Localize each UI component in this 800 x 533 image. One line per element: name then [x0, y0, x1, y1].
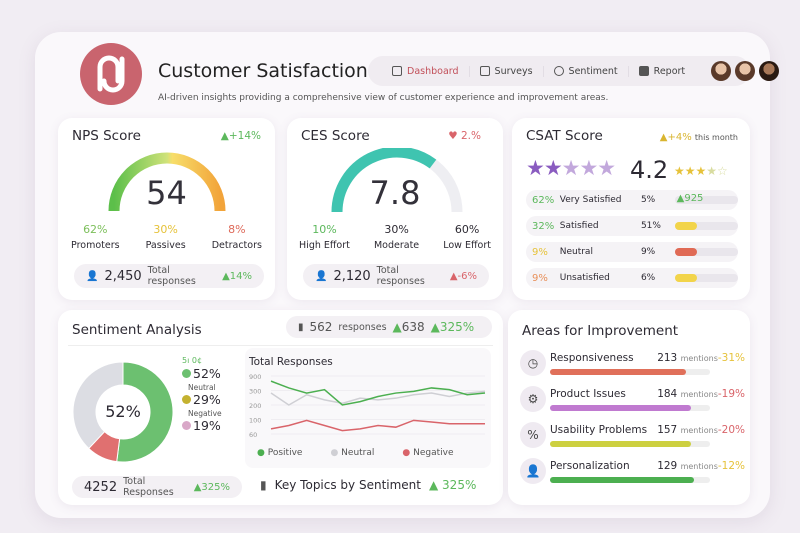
nav-surveys[interactable]: Surveys [470, 65, 544, 77]
y-tick-label: 300 [249, 388, 261, 396]
nav-dashboard[interactable]: Dashboard [382, 65, 470, 77]
series-line-negative [270, 419, 485, 432]
percent-icon: % [520, 422, 546, 448]
y-tick-label: 200 [249, 402, 261, 410]
avatar[interactable] [711, 61, 732, 81]
total-responses-pill: 4252 Total Responses ▲325% [72, 476, 242, 498]
improvement-item[interactable]: % Usability Problems 157 mentions-20% [520, 422, 745, 456]
clock-icon: ◷ [520, 350, 546, 376]
small-stars-icon: ★★★★☆ [674, 164, 728, 178]
chart-legend-item: ● Negative [402, 448, 454, 458]
avatar[interactable] [735, 61, 756, 81]
legend-header: 5ı 0¢ [182, 356, 203, 365]
improvement-item[interactable]: 👤 Personalization 129 mentions-12% [520, 458, 745, 492]
donut-center-value: 52% [105, 402, 141, 421]
csat-bar: ▲925 [674, 193, 739, 204]
areas-title: Areas for Improvement [522, 323, 679, 339]
top-nav: Dashboard Surveys Sentiment Report [368, 56, 780, 86]
ces-title: CES Score [301, 128, 370, 144]
improvement-item[interactable]: ⚙ Product Issues 184 mentions-19% [520, 386, 745, 420]
avatar[interactable] [759, 61, 780, 81]
improvement-item[interactable]: ◷ Responsiveness 213 mentions-31% [520, 350, 745, 384]
line-chart: 60 100 200 300 900 [249, 373, 486, 439]
legend-item: 29% [182, 392, 222, 407]
ces-total: 👤 2,120 Total responses ▲-6% [303, 264, 489, 288]
csat-row: 9% Unsatisfied 6% [526, 268, 739, 288]
sentiment-donut [72, 361, 174, 463]
ces-card: CES Score ♥ 2.% 7.8 10% High Effort 30% Mo… [287, 118, 503, 300]
nps-title: NPS Score [72, 128, 141, 144]
dashboard-icon [392, 66, 402, 76]
page-title: Customer Satisfaction [158, 60, 368, 82]
areas-card: Areas for Improvement ◷ Responsiveness 2… [508, 310, 750, 505]
nps-card: NPS Score ▲+14% 54 62% Promoters 30% Passi… [58, 118, 275, 300]
nps-gauge [108, 152, 226, 212]
ces-change: ♥ 2.% [448, 130, 481, 142]
responses-summary: ▮ 562 responses ▲638 ▲325% [286, 316, 492, 338]
csat-score: 4.2 [630, 156, 669, 184]
download-icon [638, 66, 649, 76]
nav-report[interactable]: Report [629, 66, 696, 77]
csat-row: 62% Very Satisfied 5% ▲925 [526, 190, 739, 210]
y-tick-label: 60 [249, 431, 257, 439]
user-icon: 👤 [315, 270, 328, 282]
legend-label: Negative [188, 409, 222, 418]
series-line-neutral [270, 390, 486, 406]
csat-row: 32% Satisfied 51% [526, 216, 739, 236]
chart-legend-item: ● Neutral [330, 448, 375, 458]
user-icon: 👤 [520, 458, 546, 484]
csat-title: CSAT Score [526, 128, 603, 144]
series-line-positive [270, 380, 486, 406]
nps-change: ▲+14% [220, 130, 261, 142]
improvement-bar [550, 441, 710, 447]
user-icon: 👤 [86, 270, 99, 282]
bar-chart-icon: ▮ [298, 321, 304, 333]
surveys-icon [479, 66, 490, 76]
improvement-bar [550, 477, 710, 483]
page-subtitle: AI-driven insights providing a comprehen… [158, 93, 609, 103]
sentiment-card: Sentiment Analysis ▮ 562 responses ▲638 ▲325… [58, 310, 503, 505]
csat-change: ▲+4% this month [659, 132, 738, 143]
star-rating: ★★★★★ [526, 156, 616, 180]
sentiment-title: Sentiment Analysis [72, 322, 202, 338]
legend-label: Neutral [188, 383, 216, 392]
ces-breakdown: 10% High Effort 30% Moderate 60% Low Effort [299, 223, 491, 251]
y-tick-label: 900 [249, 373, 261, 381]
nav-sentiment[interactable]: Sentiment [544, 65, 629, 77]
brand-logo [80, 43, 142, 105]
nps-score: 54 [146, 174, 187, 212]
csat-row: 9% Neutral 9% [526, 242, 739, 262]
y-tick-label: 100 [249, 417, 261, 425]
legend-item: 19% [182, 418, 222, 433]
csat-bar [674, 222, 739, 230]
legend-item: 52% [182, 366, 222, 381]
key-topics[interactable]: ▮ Key Topics by Sentiment ▲ 325% [260, 478, 477, 492]
gear-icon: ⚙ [520, 386, 546, 412]
csat-bar [674, 274, 739, 282]
nps-total: 👤 2,450 Total responses ▲14% [74, 264, 264, 288]
line-chart-panel: Total Responses 60 100 200 300 900 ● Positiv… [245, 348, 491, 468]
csat-card: CSAT Score ▲+4% this month ★★★★★ 4.2 ★★★… [512, 118, 750, 300]
chart-title: Total Responses [249, 356, 333, 368]
ces-gauge [331, 148, 463, 213]
document-icon: ▮ [260, 478, 267, 492]
nps-breakdown: 62% Promoters 30% Passives 8% Detractors [71, 223, 262, 251]
donut-slice-neutral [72, 361, 124, 450]
ces-score: 7.8 [369, 174, 421, 212]
chart-legend-item: ● Positive [257, 448, 303, 458]
improvement-bar [550, 405, 710, 411]
improvement-bar [550, 369, 710, 375]
csat-bar [674, 248, 739, 256]
globe-icon [553, 66, 564, 76]
donut-slice-positive [116, 361, 174, 463]
